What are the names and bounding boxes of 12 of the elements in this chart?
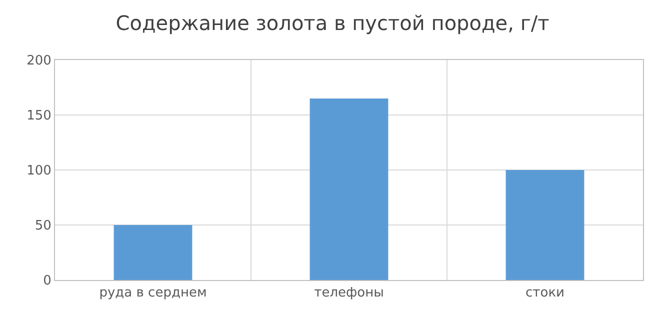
x-tick-label: руда в серднем	[99, 286, 207, 301]
bar	[114, 225, 192, 280]
x-tick-label: телефоны	[314, 286, 384, 301]
y-tick-label: 50	[34, 218, 52, 234]
y-tick-label: 100	[26, 164, 52, 179]
y-tick-label: 150	[26, 108, 52, 124]
y-tick-label: 200	[26, 54, 52, 69]
bar	[310, 98, 388, 280]
chart-title: Содержание золота в пустой породе, г/т	[116, 10, 550, 35]
x-tick-label: стоки	[526, 286, 564, 301]
y-tick-label: 0	[43, 274, 52, 289]
bar	[506, 170, 584, 280]
